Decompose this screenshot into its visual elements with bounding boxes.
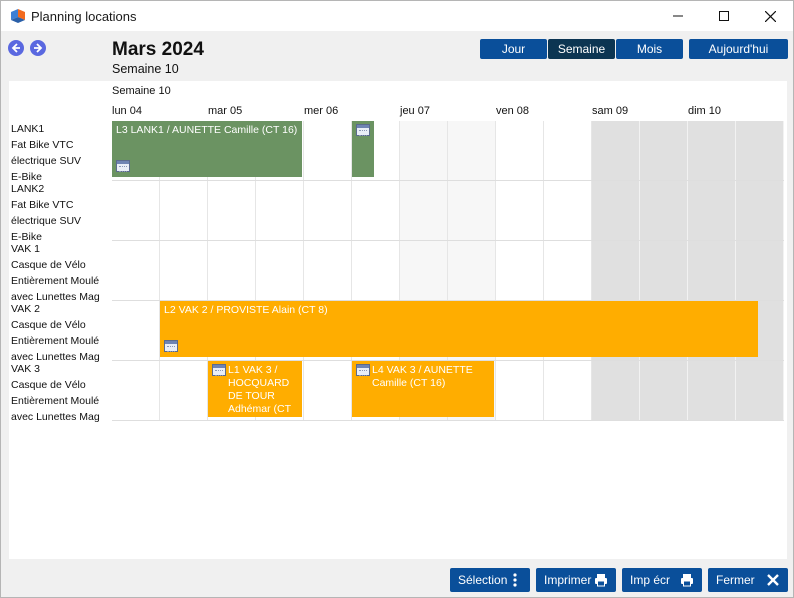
booking-label: L2 VAK 2 / PROVISTE Alain (CT 8) (164, 304, 328, 316)
schedule-grid: L3 LANK1 / AUNETTE Camille (CT 16) L2 VA… (112, 121, 784, 421)
app-logo-icon (11, 9, 25, 23)
booking-label: L3 LANK1 / AUNETTE Camille (CT 16) (116, 124, 298, 136)
resource-line: Entièrement Moulé (11, 335, 100, 347)
resource-label: VAK 2 Casque de Vélo Entièrement Moulé a… (11, 301, 107, 365)
calendar-icon (356, 124, 370, 136)
view-month-button[interactable]: Mois (616, 39, 683, 59)
resource-label: LANK1 Fat Bike VTC électrique SUV E-Bike (11, 121, 107, 185)
resource-line: électrique SUV (11, 215, 82, 227)
resource-line: électrique SUV (11, 155, 82, 167)
resource-line: avec Lunettes Mag (11, 351, 100, 363)
day-header: mer 06 (304, 105, 339, 117)
calendar-icon (356, 364, 370, 376)
booking-event[interactable]: L4 VAK 3 / AUNETTE Camille (CT 16) (352, 361, 494, 417)
calendar-icon (212, 364, 226, 376)
resource-line: E-Bike (11, 231, 42, 243)
resource-line: E-Bike (11, 171, 42, 183)
calendar-icon (116, 160, 130, 172)
resource-line: Fat Bike VTC (11, 139, 74, 151)
booking-event[interactable]: L2 VAK 2 / PROVISTE Alain (CT 8) (160, 301, 758, 357)
day-header: jeu 07 (400, 105, 430, 117)
resource-label: VAK 1 Casque de Vélo Entièrement Moulé a… (11, 241, 107, 305)
week-label: Semaine 10 (112, 85, 171, 97)
day-header: ven 08 (496, 105, 530, 117)
resource-line: Fat Bike VTC (11, 199, 74, 211)
resource-line: VAK 1 (11, 243, 40, 255)
booking-label: L4 VAK 3 / AUNETTE Camille (CT 16) (372, 364, 473, 389)
close-window-button[interactable] (747, 1, 793, 31)
maximize-button[interactable] (701, 1, 747, 31)
booking-event[interactable] (352, 121, 374, 177)
resource-line: Casque de Vélo (11, 379, 86, 391)
selection-label: Sélection (458, 573, 508, 587)
resource-line: LANK2 (11, 183, 45, 195)
title-bar: Planning locations (1, 1, 793, 31)
resource-line: Entièrement Moulé (11, 395, 100, 407)
resource-line: avec Lunettes Mag (11, 411, 100, 423)
today-button[interactable]: Aujourd'hui (689, 39, 788, 59)
close-icon (767, 574, 779, 586)
print-button[interactable]: Imprimer (536, 568, 616, 592)
resource-line: avec Lunettes Mag (11, 291, 100, 303)
day-header: lun 04 (112, 105, 142, 117)
resource-line: Casque de Vélo (11, 319, 86, 331)
resource-label: LANK2 Fat Bike VTC électrique SUV E-Bike (11, 181, 107, 245)
screen-print-label: Imp écr (630, 573, 671, 587)
day-header: dim 10 (688, 105, 722, 117)
close-label: Fermer (716, 573, 755, 587)
print-label: Imprimer (544, 573, 592, 587)
resource-line: LANK1 (11, 123, 45, 135)
resource-line: VAK 3 (11, 363, 40, 375)
resource-line: VAK 2 (11, 303, 40, 315)
close-icon (764, 10, 776, 22)
booking-event[interactable]: L1 VAK 3 / HOCQUARD DE TOUR Adhémar (CT … (208, 361, 302, 417)
resource-label: VAK 3 Casque de Vélo Entièrement Moulé a… (11, 361, 107, 425)
maximize-icon (719, 11, 729, 21)
booking-event[interactable]: L3 LANK1 / AUNETTE Camille (CT 16) (112, 121, 302, 177)
previous-week-button[interactable] (8, 40, 24, 56)
view-day-button[interactable]: Jour (480, 39, 547, 59)
minimize-icon (673, 15, 683, 17)
resource-line: Casque de Vélo (11, 259, 86, 271)
resource-line: Entièrement Moulé (11, 275, 100, 287)
next-week-button[interactable] (30, 40, 46, 56)
booking-label: L1 VAK 3 / HOCQUARD DE TOUR Adhémar (CT … (228, 364, 291, 417)
printer-icon (595, 574, 607, 587)
window-title: Planning locations (31, 9, 137, 24)
close-button[interactable]: Fermer (708, 568, 788, 592)
screen-print-button[interactable]: Imp écr (622, 568, 702, 592)
day-header: mar 05 (208, 105, 243, 117)
view-week-button[interactable]: Semaine (548, 39, 615, 59)
day-header: sam 09 (592, 105, 629, 117)
month-title: Mars 2024 (112, 39, 204, 60)
printer-icon (681, 574, 693, 587)
weekend-columns (592, 121, 784, 421)
week-subtitle: Semaine 10 (112, 62, 179, 76)
more-vertical-icon (513, 573, 517, 587)
minimize-button[interactable] (655, 1, 701, 31)
selection-button[interactable]: Sélection (450, 568, 530, 592)
calendar-icon (164, 340, 178, 352)
arrow-left-icon (11, 43, 20, 53)
arrow-right-icon (34, 43, 43, 53)
